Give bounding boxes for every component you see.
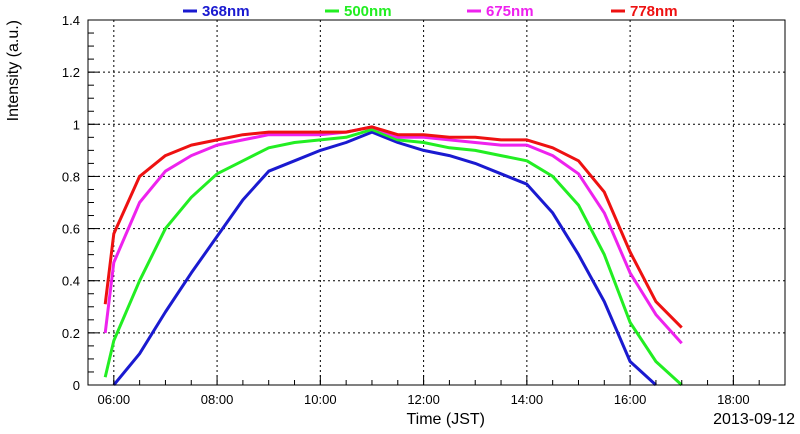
x-tick-label: 16:00 xyxy=(614,392,647,407)
grid-lines xyxy=(88,20,785,385)
x-tick-label: 06:00 xyxy=(98,392,131,407)
x-tick-label: 18:00 xyxy=(717,392,750,407)
x-tick-label: 12:00 xyxy=(407,392,440,407)
legend: 368nm 500nm 675nm 778nm xyxy=(183,3,678,20)
x-tick-label: 14:00 xyxy=(511,392,544,407)
legend-label: 675nm xyxy=(486,3,534,20)
x-axis-title: Time (JST) xyxy=(406,411,485,428)
x-tick-label: 10:00 xyxy=(304,392,337,407)
legend-label: 368nm xyxy=(202,3,250,20)
legend-label: 500nm xyxy=(344,3,392,20)
y-tick-label: 0 xyxy=(73,378,80,393)
y-tick-label: 1 xyxy=(73,117,80,132)
legend-label: 778nm xyxy=(630,3,678,20)
series-line-500nm xyxy=(103,128,683,387)
axis-ticks: 06:00 08:00 10:00 12:00 14:00 16:00 18:00 0 0.2 0… xyxy=(62,13,786,407)
y-tick-label: 0.6 xyxy=(62,222,80,237)
y-tick-label: 1.4 xyxy=(62,13,80,28)
y-tick-label: 0.4 xyxy=(62,274,80,289)
y-tick-label: 0.8 xyxy=(62,169,80,184)
y-tick-label: 0.2 xyxy=(62,326,80,341)
x-tick-label: 08:00 xyxy=(201,392,234,407)
series-line-368nm xyxy=(112,130,657,387)
data-series xyxy=(103,125,683,387)
y-axis-title: Intensity (a.u.) xyxy=(5,20,22,121)
date-label: 2013-09-12 xyxy=(713,411,795,428)
y-tick-label: 1.2 xyxy=(62,65,80,80)
series-line-778nm xyxy=(103,125,683,329)
